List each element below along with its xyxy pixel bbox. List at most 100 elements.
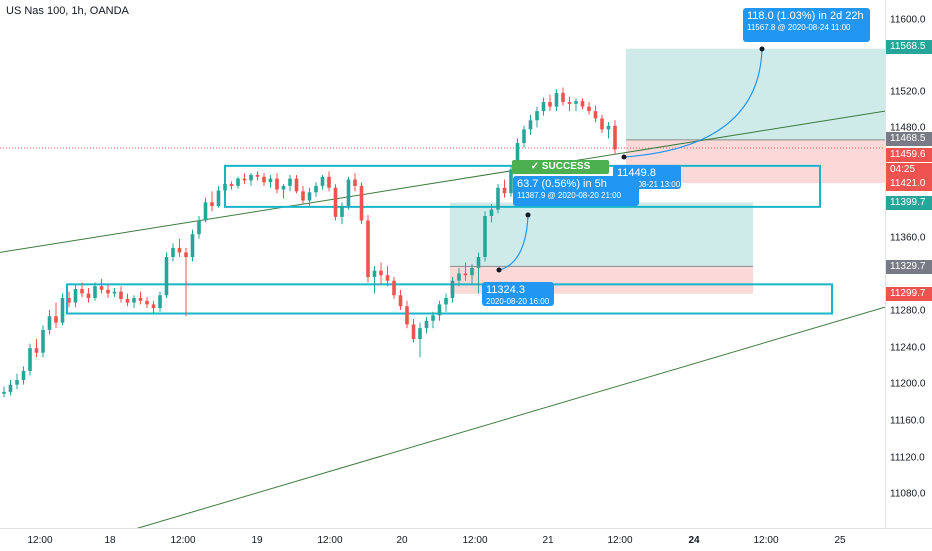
y-tick: 11480.0 (890, 122, 926, 134)
tooltip-entry-1-main: 11324.3 (486, 284, 525, 296)
candle-body (268, 178, 273, 183)
candle-body (80, 288, 84, 294)
tooltip-target-mid: 63.7 (0.56%) in 5h 11387.9 @ 2020-08-20 … (513, 176, 639, 206)
projection-point (496, 267, 502, 273)
x-tick: 19 (251, 535, 263, 546)
candle-body (593, 111, 598, 119)
candle-body (54, 316, 58, 323)
candle-body (34, 348, 39, 353)
candle-body (418, 328, 422, 340)
time-axis[interactable]: 12:00 18 12:00 19 12:00 20 12:00 21 12:0… (0, 528, 932, 551)
candle-body (515, 143, 520, 170)
candle-body (307, 192, 312, 201)
candle-body (600, 118, 604, 130)
tooltip-mid-sub: 11387.9 @ 2020-08-20 21:00 (517, 191, 622, 200)
candle-body (145, 300, 149, 305)
x-tick: 12:00 (753, 535, 779, 546)
price-badge-target-2: 11568.5 (886, 40, 932, 54)
candle-body (73, 288, 78, 303)
candle-body (359, 185, 364, 221)
price-badge-countdown: 04:25 (886, 163, 932, 177)
candle-body (483, 215, 487, 257)
candle-body (554, 92, 559, 107)
candle-body (99, 286, 104, 290)
candle-body (385, 275, 390, 281)
candle-body (340, 205, 344, 217)
projection-curve (498, 214, 529, 271)
candle-body (431, 315, 435, 321)
tooltip-entry-1: 11324.3 2020-08-20 16:00 (482, 282, 554, 306)
zone-rectangle (66, 283, 833, 315)
candle-body (223, 184, 227, 191)
x-tick: 24 (688, 535, 700, 546)
x-tick: 12:00 (462, 535, 488, 546)
tooltip-entry-2-sub: 2020-08-21 13:00 (617, 180, 681, 189)
profit-zone (626, 48, 885, 140)
x-tick: 25 (834, 535, 846, 546)
candle-body (125, 298, 130, 303)
tooltip-top-main: 118.0 (1.03%) in 2d 22h (747, 10, 864, 22)
candle-body (457, 273, 461, 281)
candle-body (541, 102, 546, 112)
candle-body (138, 298, 143, 301)
price-badge-stop-1: 11299.7 (886, 287, 932, 301)
price-axis[interactable]: 11600.0 11520.0 11480.0 11360.0 11280.0 … (885, 0, 932, 528)
x-tick: 21 (542, 535, 554, 546)
candle-body (177, 247, 182, 253)
x-tick: 12:00 (170, 535, 196, 546)
chart-plot[interactable] (0, 0, 886, 531)
candle-body (333, 187, 338, 217)
trendline (129, 306, 886, 531)
x-tick: 12:00 (27, 535, 53, 546)
y-tick: 11200.0 (890, 378, 926, 390)
y-tick: 11120.0 (890, 452, 925, 464)
price-badge-entry-1: 11329.7 (886, 260, 932, 274)
candle-body (522, 129, 526, 144)
candle-body (132, 298, 136, 303)
projection-point (621, 154, 627, 160)
candle-body (327, 176, 331, 188)
candle-body (2, 391, 6, 394)
candle-body (489, 209, 494, 216)
candle-body (496, 187, 500, 210)
tooltip-top-sub: 11567.8 @ 2020-08-24 11:00 (747, 23, 851, 32)
chart-canvas[interactable]: US Nas 100, 1h, OANDA 118.0 (1.03%) in 2… (0, 0, 886, 531)
candle-body (346, 179, 351, 206)
projection-point (759, 46, 765, 52)
candle-body (372, 270, 377, 278)
candle-body (437, 304, 442, 316)
candle-body (262, 176, 266, 183)
candle-body (158, 295, 162, 309)
y-tick: 11160.0 (890, 415, 925, 427)
tooltip-entry-1-sub: 2020-08-20 16:00 (486, 297, 550, 306)
x-tick: 20 (396, 535, 408, 546)
candle-body (320, 176, 325, 186)
candle-body (574, 101, 578, 104)
candle-body (288, 178, 292, 186)
candle-body (548, 102, 552, 107)
y-tick: 11520.0 (890, 86, 926, 98)
candle-body (392, 280, 396, 296)
y-tick: 11600.0 (890, 14, 926, 26)
candle-body (294, 178, 299, 192)
candle-body (216, 190, 221, 206)
candle-body (171, 247, 175, 257)
x-tick: 12:00 (607, 535, 633, 546)
candle-body (567, 102, 572, 104)
candle-body (210, 202, 214, 206)
candle-body (561, 92, 565, 103)
candle-body (151, 304, 156, 309)
tooltip-target-top: 118.0 (1.03%) in 2d 22h 11567.8 @ 2020-0… (743, 8, 870, 42)
candle-body (301, 191, 305, 201)
candle-body (379, 270, 383, 276)
price-badge-stop-2: 11421.0 (886, 177, 932, 191)
candle-body (197, 220, 201, 235)
candle-body (236, 178, 240, 186)
candle-body (398, 295, 403, 307)
tooltip-mid-main: 63.7 (0.56%) in 5h (517, 178, 607, 190)
candle-body (106, 289, 110, 294)
candle-body (8, 384, 13, 392)
price-badge-target-1: 11399.7 (886, 196, 932, 210)
trendline (0, 110, 886, 253)
candle-body (67, 298, 71, 303)
